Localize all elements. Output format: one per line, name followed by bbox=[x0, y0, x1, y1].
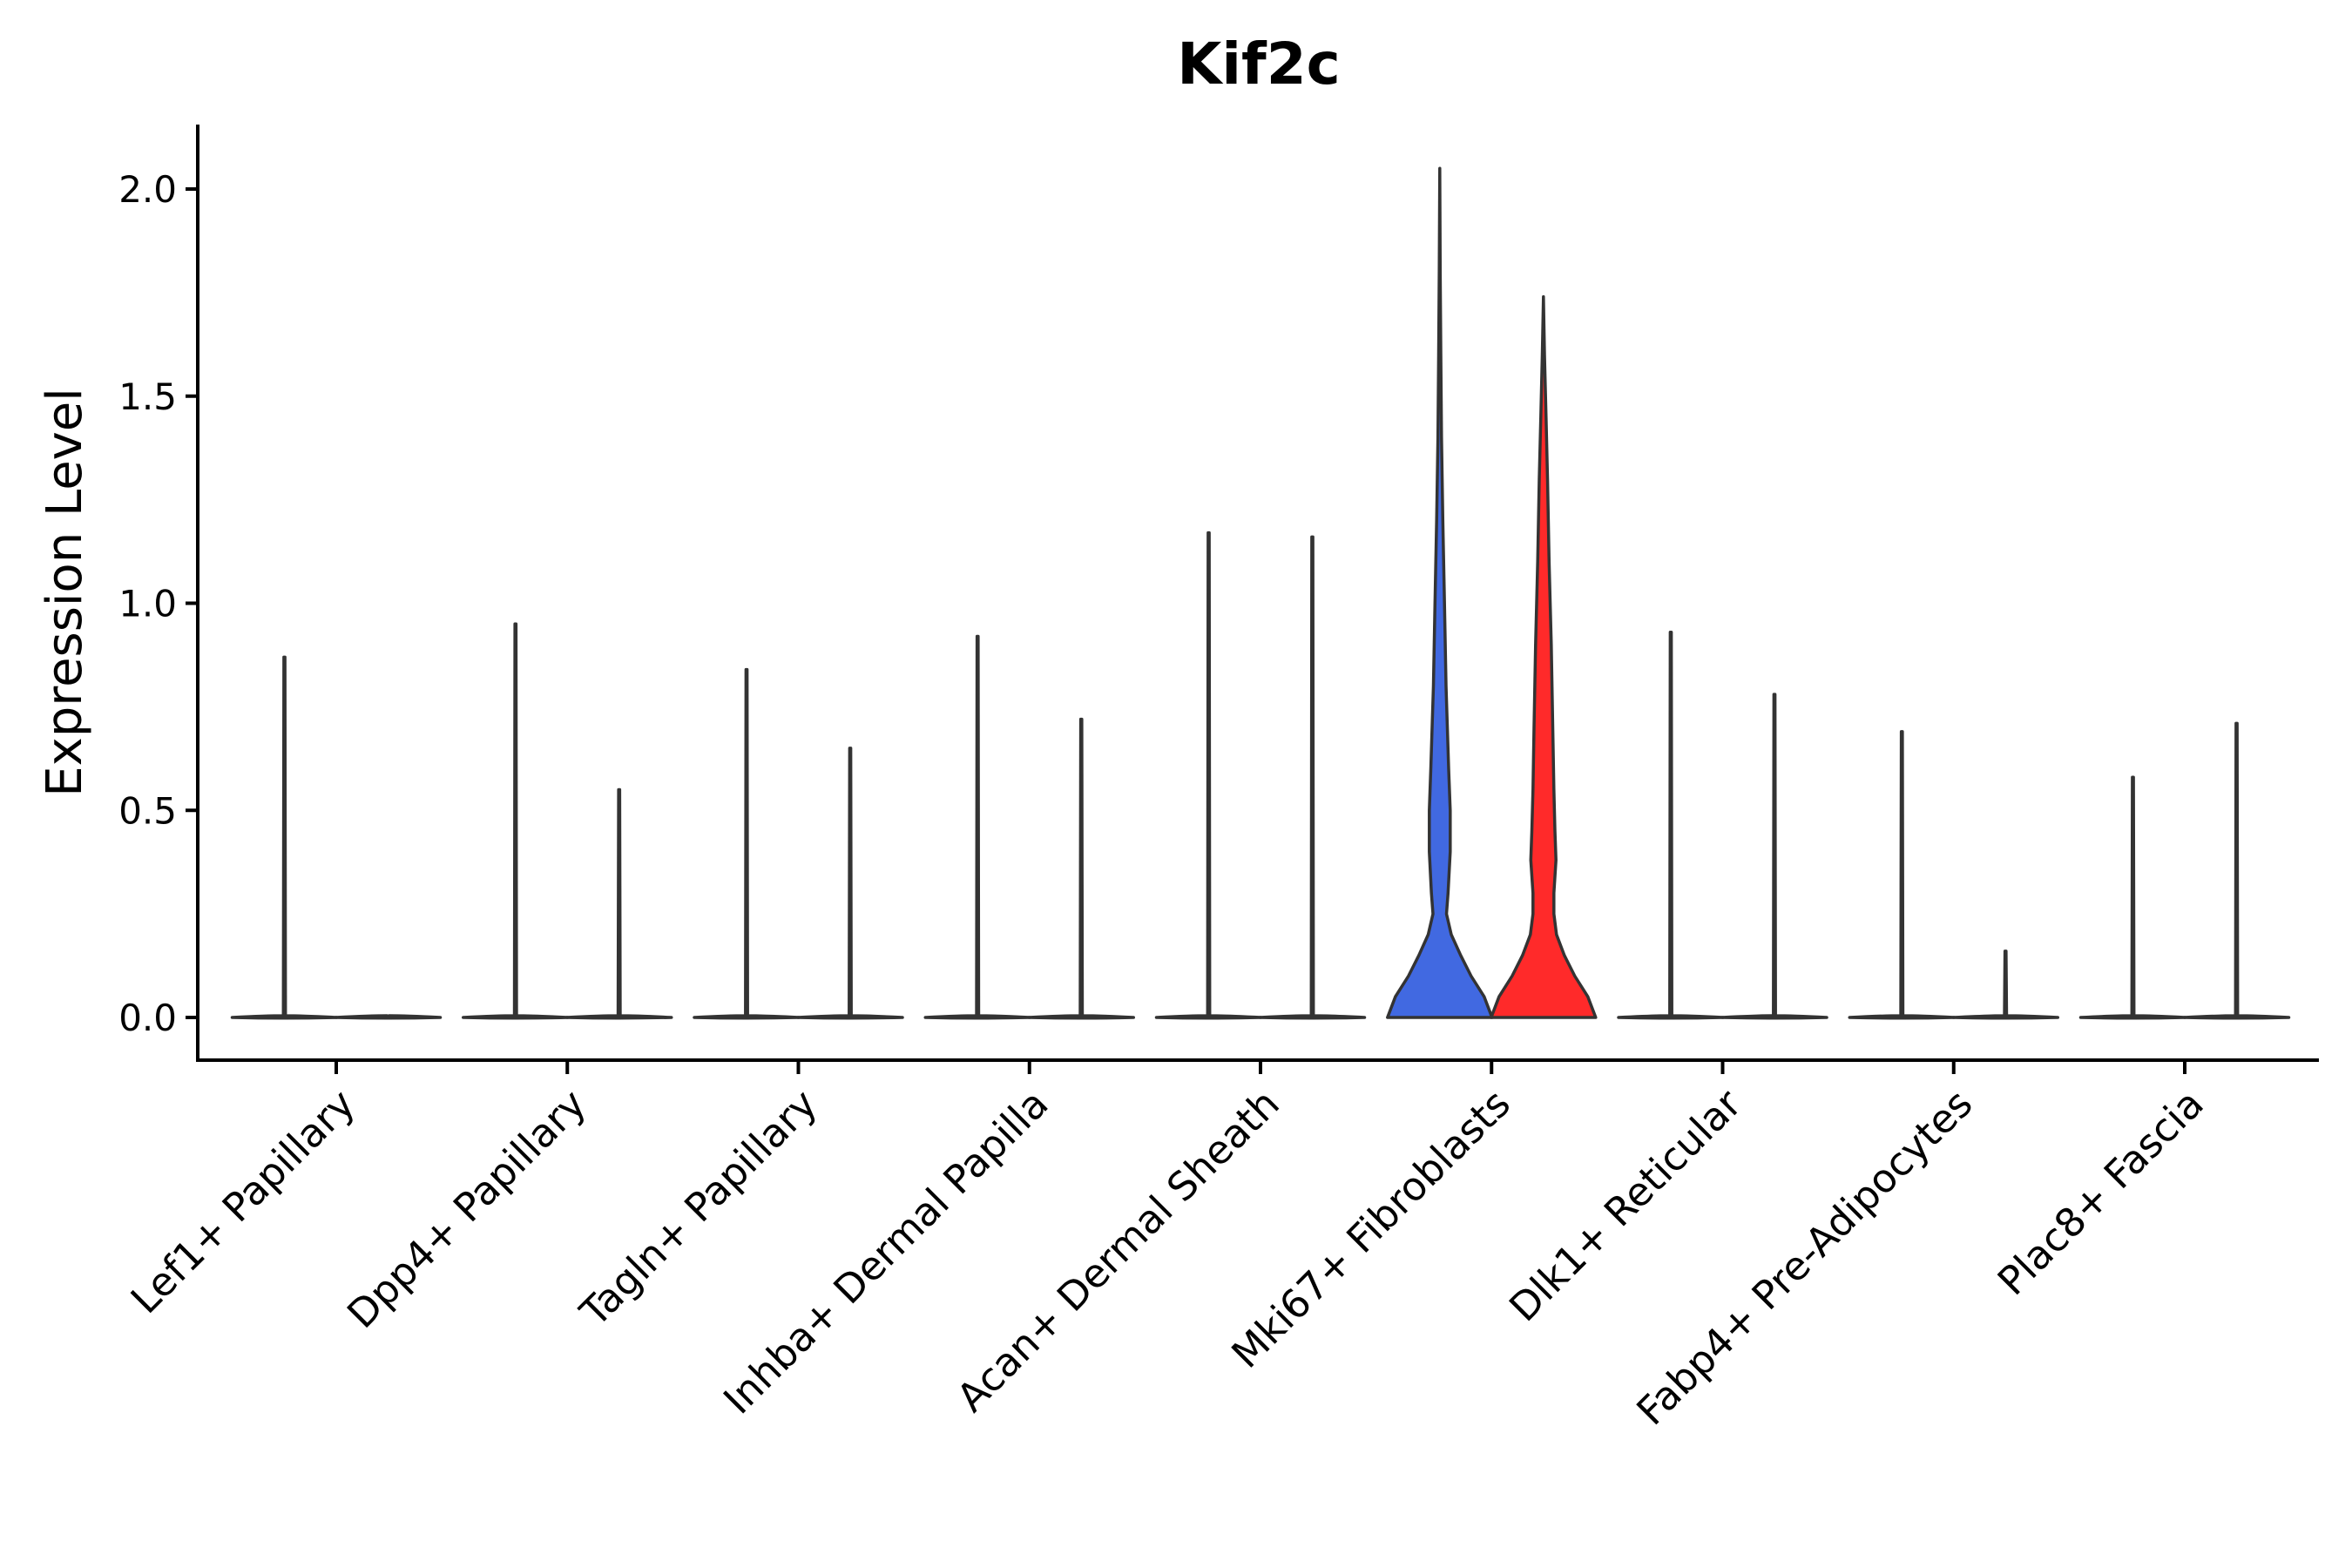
violin-left bbox=[1386, 166, 1494, 1019]
violin-left bbox=[923, 634, 1031, 1020]
violin-right bbox=[2182, 721, 2291, 1020]
violin-left bbox=[1154, 531, 1263, 1020]
violin-left bbox=[230, 655, 339, 1020]
violin-left bbox=[1617, 631, 1725, 1020]
y-axis-label: Expression Level bbox=[37, 388, 93, 797]
x-tick-label: Lef1+ Papillary bbox=[122, 1080, 364, 1322]
violin-right bbox=[1258, 535, 1367, 1020]
chart-title: Kif2c bbox=[1177, 30, 1341, 98]
violin-left bbox=[1848, 730, 1956, 1020]
x-tick-label: Plac8+ Fascia bbox=[1989, 1080, 2213, 1304]
violin-left bbox=[462, 622, 570, 1020]
violin-right bbox=[1951, 950, 2059, 1020]
y-ticks: 0.0 0.5 1.0 1.5 2.0 bbox=[118, 168, 198, 1039]
x-tick-label: Tagln+ Papillary bbox=[571, 1080, 826, 1335]
y-tick-label: 1.0 bbox=[118, 583, 177, 625]
y-tick-label: 2.0 bbox=[118, 168, 177, 211]
violin-right bbox=[1490, 294, 1598, 1019]
violin-right bbox=[565, 787, 673, 1020]
violin-right bbox=[796, 747, 904, 1020]
y-tick-label: 0.0 bbox=[118, 997, 177, 1039]
violin-right bbox=[1027, 717, 1135, 1020]
violins-layer bbox=[230, 166, 2291, 1020]
x-tick-label: Dpp4+ Papillary bbox=[338, 1080, 595, 1337]
violin-left bbox=[2078, 775, 2187, 1020]
y-tick-label: 0.5 bbox=[118, 789, 177, 832]
violin-right bbox=[334, 1014, 443, 1020]
y-tick-label: 1.5 bbox=[118, 375, 177, 418]
x-tick-label: Dlk1+ Reticular bbox=[1500, 1080, 1750, 1330]
violin-right bbox=[1720, 693, 1828, 1020]
violin-left bbox=[693, 667, 801, 1020]
